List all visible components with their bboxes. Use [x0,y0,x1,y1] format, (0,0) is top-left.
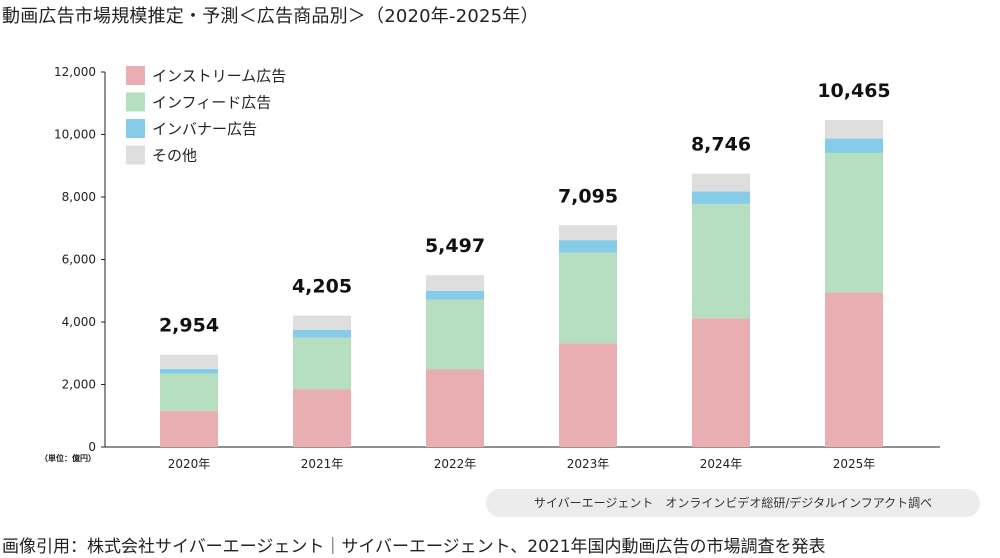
bar-segment [692,173,750,192]
chart-labels: 2020年 2,954 2021年 4,205 2022年 5,497 2023年 7,095… [159,80,891,471]
source-note: サイバーエージェント オンラインビデオ総研/デジタルインフアクト調べ [486,489,980,517]
x-tick-label: 2024年 [700,457,743,471]
bar-segment [293,389,351,447]
bar-segment [692,318,750,447]
y-tick-label: 12,000 [54,65,96,79]
bar-segment [293,329,351,338]
bar-segment [825,138,883,153]
x-tick-label: 2025年 [833,457,876,471]
bar-segment [426,369,484,447]
chart-axes: 0 2,000 4,000 6,000 8,000 10,000 12,000 [54,65,940,454]
y-tick-label: 8,000 [62,190,96,204]
bar-segment [293,315,351,330]
bar-total-label: 5,497 [425,235,485,257]
x-tick-label: 2020年 [168,457,211,471]
bar-segment [426,290,484,300]
bar-segment [160,411,218,447]
legend-label: インストリーム広告 [152,67,286,85]
bar-segment [559,343,617,447]
x-tick-label: 2022年 [434,457,477,471]
bar-segment [426,275,484,291]
bar-segment [825,292,883,447]
image-credit: 画像引用：株式会社サイバーエージェント｜サイバーエージェント、2021年国内動画… [2,537,826,557]
chart-bars [160,119,883,447]
bar-segment [825,152,883,293]
bar-segment [293,337,351,390]
legend-swatch [126,66,145,85]
chart-title: 動画広告市場規模推定・予測＜広告商品別＞（2020年-2025年） [2,6,539,27]
bar-total-label: 10,465 [817,80,890,102]
bar-segment [426,299,484,370]
legend-label: その他 [152,147,197,165]
bar-total-label: 8,746 [691,134,751,156]
x-tick-label: 2023年 [567,457,610,471]
y-tick-label: 6,000 [62,253,96,267]
bar-total-label: 7,095 [558,185,618,207]
bar-segment [692,191,750,204]
legend-label: インバナー広告 [152,120,257,138]
bar-segment [160,354,218,369]
bar-segment [559,252,617,344]
y-tick-label: 10,000 [54,128,96,142]
unit-label: （単位：億円） [40,453,96,463]
bar-total-label: 4,205 [292,276,352,298]
bar-segment [692,203,750,319]
bar-segment [825,119,883,139]
bar-segment [160,368,218,374]
bar-segment [559,225,617,241]
legend-swatch [126,145,145,165]
bar-segment [160,373,218,412]
y-tick-label: 2,000 [62,378,96,392]
legend-swatch [126,119,145,138]
legend-label: インフィード広告 [152,94,271,112]
bar-total-label: 2,954 [159,315,219,337]
y-tick-label: 4,000 [62,315,96,329]
bar-segment [559,240,617,253]
x-tick-label: 2021年 [301,457,344,471]
legend-swatch [126,92,145,112]
y-tick-label: 0 [88,440,96,454]
